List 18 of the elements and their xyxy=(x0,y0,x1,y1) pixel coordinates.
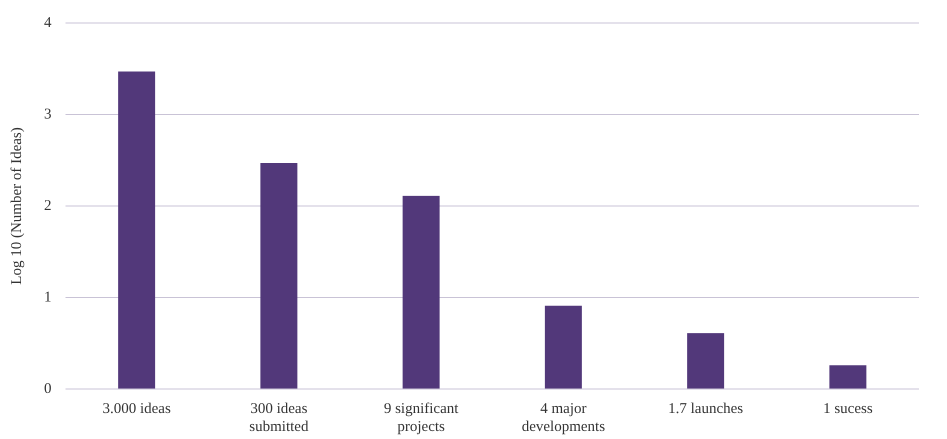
bar xyxy=(687,333,724,388)
y-axis-title: Log 10 (Number of Ideas) xyxy=(8,127,25,285)
bar xyxy=(260,162,298,388)
bar xyxy=(829,365,866,388)
x-tick-label: 1.7 launches xyxy=(668,400,744,417)
x-tick-label: 9 significant projects xyxy=(384,400,460,435)
y-tick-label: 0 xyxy=(44,380,52,397)
y-tick-label: 3 xyxy=(44,106,52,122)
bar xyxy=(544,306,582,388)
y-tick-label: 4 xyxy=(44,14,52,31)
bar xyxy=(118,71,156,388)
x-tick-label: 300 ideas submitted xyxy=(249,400,309,435)
x-tick-label: 3.000 ideas xyxy=(102,400,171,417)
x-tick-label: 4 major developments xyxy=(522,400,606,435)
bar xyxy=(402,196,440,388)
x-tick-label: 1 sucess xyxy=(823,400,873,417)
y-tick-label: 2 xyxy=(44,198,52,214)
y-tick-label: 1 xyxy=(44,289,52,306)
